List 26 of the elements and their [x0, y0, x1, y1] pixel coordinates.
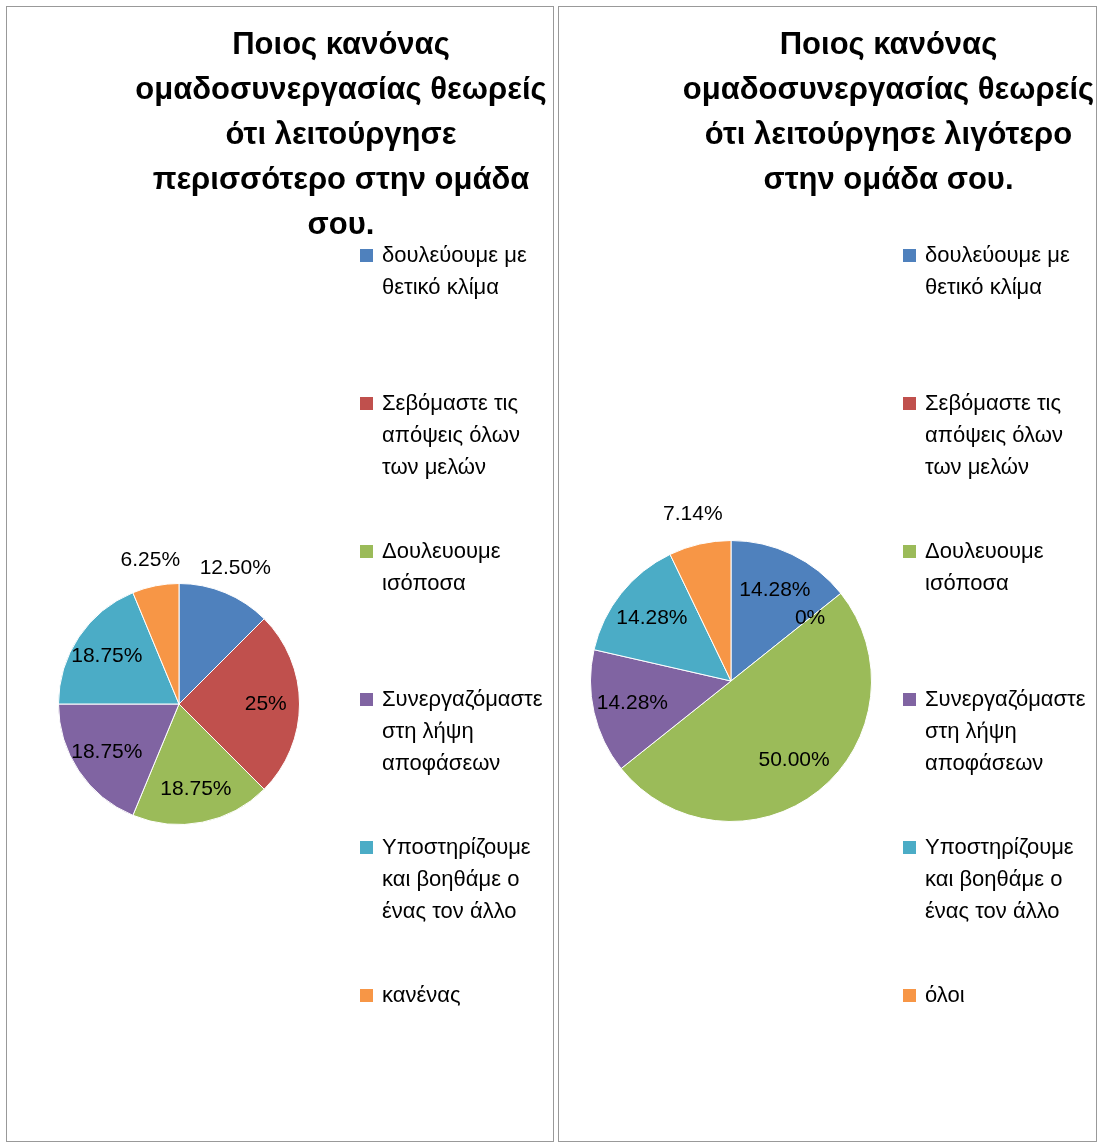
data-label: 14.28%: [739, 576, 811, 600]
data-label: 12.50%: [199, 554, 271, 578]
data-label: 18.75%: [71, 642, 143, 666]
data-label: 14.28%: [616, 604, 688, 628]
legend-label: δουλεύουμε με θετικό κλίμα: [925, 242, 1070, 299]
data-label: 18.75%: [160, 775, 232, 799]
data-label: 14.28%: [596, 690, 668, 714]
legend-label: δουλεύουμε με θετικό κλίμα: [382, 242, 527, 299]
legend-label: Δουλευουμε ισόποσα: [925, 538, 1044, 595]
legend-label: όλοι: [925, 982, 965, 1007]
legend-label: Δουλευουμε ισόποσα: [382, 538, 501, 595]
data-label: 6.25%: [120, 546, 181, 570]
legend-label: Σεβόμαστε τις απόψεις όλων των μελών: [382, 390, 520, 479]
legend-label: Σεβόμαστε τις απόψεις όλων των μελών: [925, 390, 1063, 479]
legend-label: κανένας: [382, 982, 461, 1007]
legend-label: Υποστηρίζουμε και βοηθάμε ο ένας τον άλλο: [925, 834, 1074, 923]
chart-title: Ποιος κανόνας ομαδοσυνεργασίας θεωρείς ότι λειτούργησε λιγότερο στην ομάδα σου.: [681, 25, 1096, 198]
data-label: 7.14%: [663, 500, 723, 524]
legend-label: Συνεργαζόμαστε στη λήψη αποφάσεων: [925, 686, 1086, 775]
legend-label: Συνεργαζόμαστε στη λήψη αποφάσεων: [382, 686, 543, 775]
data-label: 25%: [244, 690, 287, 714]
data-label: 18.75%: [71, 739, 143, 762]
legend-label: Υποστηρίζουμε και βοηθάμε ο ένας τον άλλο: [382, 834, 531, 923]
text: 0%: [794, 604, 826, 628]
chart-title: Ποιος κανόνας ομαδοσυνεργασίας θεωρείς ότι λειτούργησε περισσότερο στην ομάδα σου.: [135, 26, 547, 241]
data-label: 50.00%: [758, 746, 830, 770]
